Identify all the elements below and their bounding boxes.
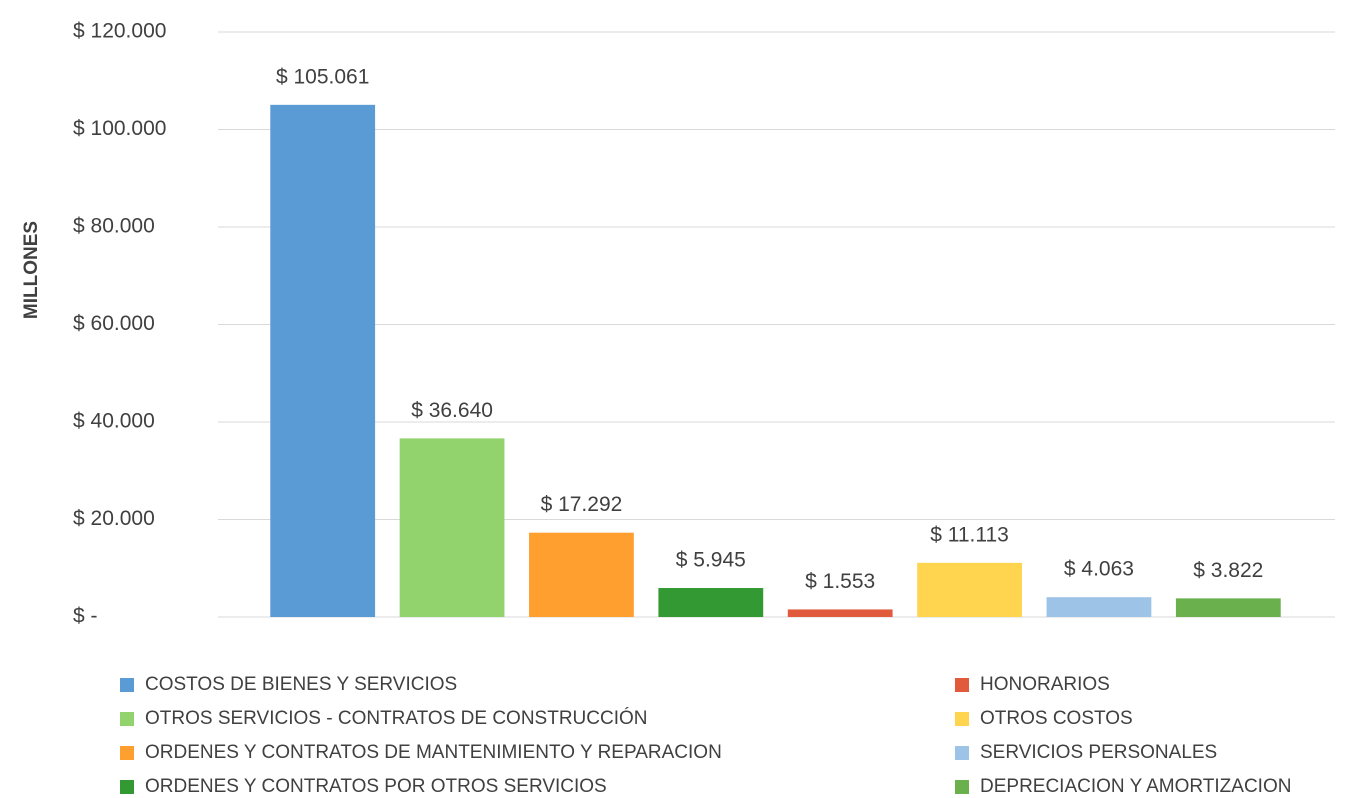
legend-swatch	[120, 746, 134, 760]
y-axis-label: MILLONES	[21, 221, 42, 319]
bar	[1046, 597, 1152, 617]
y-tick-label: $ 40.000	[73, 410, 155, 433]
data-label: $ 105.061	[276, 65, 369, 88]
y-tick-label: $ 120.000	[73, 20, 166, 43]
legend-swatch	[955, 712, 969, 726]
bar	[917, 562, 1022, 617]
y-tick-label: $ 80.000	[73, 215, 155, 238]
data-label: $ 4.063	[1064, 558, 1134, 581]
bar	[658, 588, 764, 617]
bar	[1175, 598, 1281, 617]
legend-label: COSTOS DE BIENES Y SERVICIOS	[145, 674, 457, 695]
legend-swatch	[955, 780, 969, 794]
data-label: $ 1.553	[805, 570, 875, 593]
legend-label: HONORARIOS	[980, 674, 1110, 695]
legend-swatch	[120, 712, 134, 726]
data-label: $ 5.945	[676, 549, 746, 572]
data-label: $ 36.640	[411, 399, 493, 422]
legend-swatch	[120, 780, 134, 794]
data-label: $ 17.292	[541, 493, 623, 516]
legend-swatch	[955, 678, 969, 692]
bar	[270, 104, 376, 617]
bar	[399, 438, 505, 617]
y-tick-label: $ 20.000	[73, 507, 155, 530]
legend-label: ORDENES Y CONTRATOS DE MANTENIMIENTO Y R…	[145, 742, 722, 763]
y-tick-label: $ 60.000	[73, 312, 155, 335]
legend-swatch	[120, 678, 134, 692]
legend-label: SERVICIOS PERSONALES	[980, 742, 1217, 763]
y-tick-label: $ 100.000	[73, 117, 166, 140]
legend-swatch	[955, 746, 969, 760]
bar	[787, 609, 893, 617]
bar	[529, 532, 634, 617]
legend-label: OTROS SERVICIOS - CONTRATOS DE CONSTRUCC…	[145, 707, 648, 729]
data-label: $ 3.822	[1193, 559, 1263, 582]
legend-label: ORDENES Y CONTRATOS POR OTROS SERVICIOS	[145, 776, 607, 797]
legend-label: OTROS COSTOS	[980, 708, 1133, 729]
legend-label: DEPRECIACION Y AMORTIZACION	[980, 776, 1291, 797]
data-label: $ 11.113	[930, 523, 1009, 546]
y-tick-label: $ -	[73, 605, 98, 628]
